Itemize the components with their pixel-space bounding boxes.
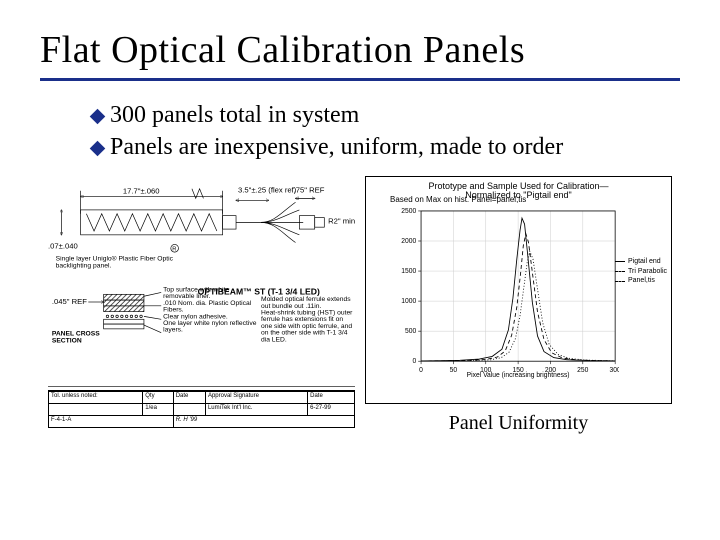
svg-text:0: 0 <box>413 358 417 365</box>
svg-text:500: 500 <box>405 328 416 335</box>
svg-text:0: 0 <box>419 367 423 374</box>
bullet-item: Panels are inexpensive, uniform, made to… <box>92 131 680 163</box>
svg-text:.045" REF: .045" REF <box>52 297 87 306</box>
uniformity-chart: Prototype and Sample Used for Calibratio… <box>365 176 672 404</box>
bullet-item: 300 panels total in system <box>92 99 680 131</box>
diamond-icon <box>92 143 110 154</box>
svg-text:.75" REF: .75" REF <box>294 185 325 194</box>
svg-text:300: 300 <box>610 367 619 374</box>
svg-text:OPTIBEAM™ ST (T-1 3/4 LED): OPTIBEAM™ ST (T-1 3/4 LED) <box>198 286 320 296</box>
chart-corner-note: Based on Max on hist. Panel=panel,tis <box>390 195 526 204</box>
svg-text:1500: 1500 <box>401 268 416 275</box>
right-pane: Prototype and Sample Used for Calibratio… <box>365 176 672 435</box>
svg-text:R: R <box>172 246 176 252</box>
svg-text:Pixel Value (increasing bright: Pixel Value (increasing brightness) <box>467 372 570 379</box>
slide-title: Flat Optical Calibration Panels <box>40 28 680 72</box>
title-rule <box>40 78 680 81</box>
svg-text:1000: 1000 <box>401 298 416 305</box>
chart-caption: Panel Uniformity <box>365 412 672 435</box>
drawing-title-block: Tol. unless noted: Qty Date Approval Sig… <box>48 390 355 428</box>
svg-text:.07±.040: .07±.040 <box>48 241 78 250</box>
svg-text:2500: 2500 <box>401 208 416 215</box>
svg-text:2000: 2000 <box>401 238 416 245</box>
left-pane: 17.7"±.060 <box>48 176 355 435</box>
svg-text:50: 50 <box>450 367 458 374</box>
bullet-list: 300 panels total in system Panels are in… <box>92 99 680 164</box>
bullet-text: 300 panels total in system <box>110 99 359 131</box>
svg-text:17.7"±.060: 17.7"±.060 <box>123 186 160 195</box>
svg-text:250: 250 <box>577 367 588 374</box>
bullet-text: Panels are inexpensive, uniform, made to… <box>110 131 563 163</box>
diamond-icon <box>92 111 110 122</box>
chart-legend: Pigtail endTri ParabolicPanel,tis <box>615 257 667 286</box>
svg-text:R2" min: R2" min <box>328 216 355 225</box>
engineering-drawing: 17.7"±.060 <box>48 176 355 428</box>
svg-text:3.5"±.25 (flex ref): 3.5"±.25 (flex ref) <box>238 185 297 194</box>
